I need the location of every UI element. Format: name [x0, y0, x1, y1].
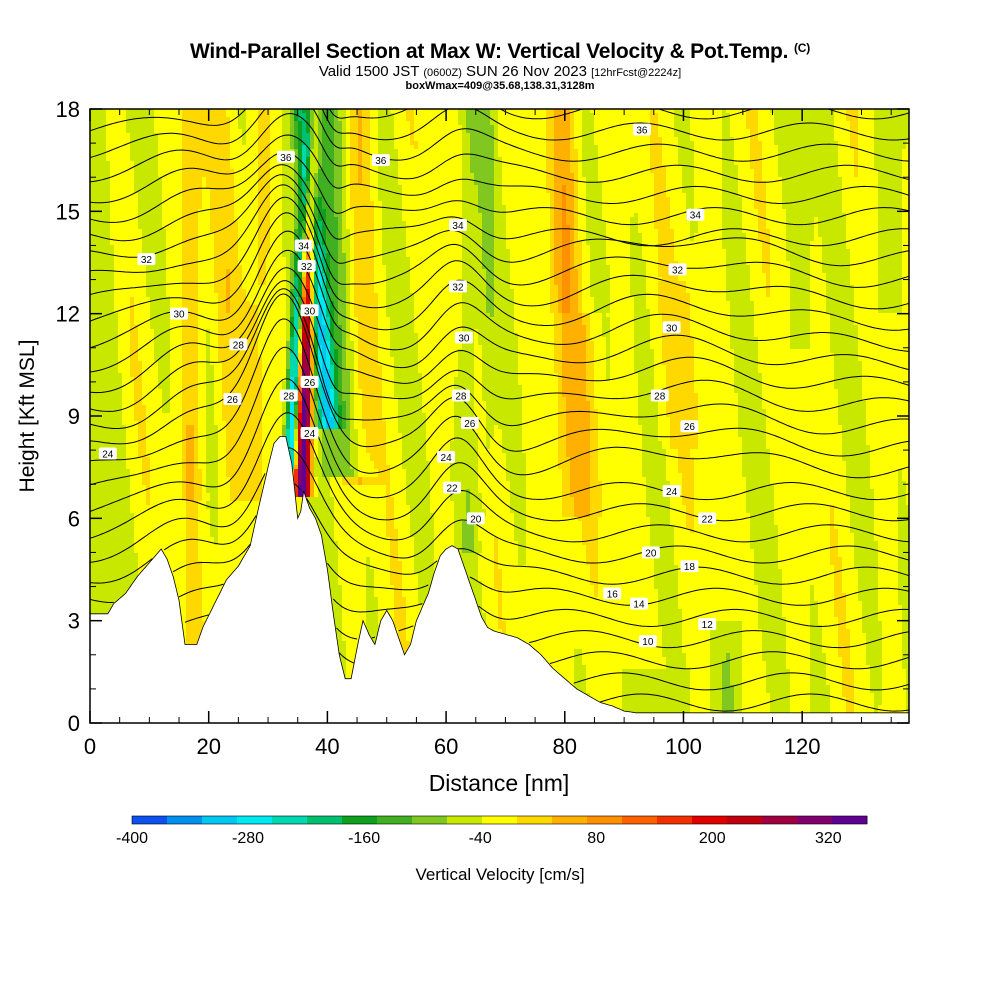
contour-label: 36	[633, 123, 651, 136]
colorbar-swatch	[237, 816, 272, 824]
y-axis-label: Height [Kft MSL]	[16, 340, 39, 493]
contour-label: 10	[639, 635, 657, 648]
contour-label: 30	[663, 321, 681, 334]
colorbar-swatch	[377, 816, 412, 824]
contour-label: 34	[295, 239, 313, 252]
y-tick-label: 15	[56, 199, 80, 224]
x-tick-label: 20	[196, 734, 220, 759]
contour-label: 24	[437, 451, 455, 464]
contour-label: 24	[301, 427, 319, 440]
colorbar-tick-label: 200	[699, 830, 726, 847]
contour-label: 32	[449, 280, 467, 293]
y-tick-label: 18	[56, 97, 80, 122]
colorbar-swatch	[797, 816, 832, 824]
contour-label: 28	[452, 390, 470, 403]
colorbar-tick-label: -40	[469, 830, 492, 847]
colorbar-swatch	[482, 816, 517, 824]
contour-label: 36	[372, 154, 390, 167]
x-tick-label: 60	[434, 734, 458, 759]
colorbar-swatch	[132, 816, 167, 824]
contour-label: 28	[229, 338, 247, 351]
x-tick-label: 80	[553, 734, 577, 759]
contour-label: 16	[603, 587, 621, 600]
y-tick-label: 0	[68, 711, 80, 736]
x-tick-label: 0	[84, 734, 96, 759]
colorbar-swatch	[272, 816, 307, 824]
y-tick-label: 9	[68, 404, 80, 429]
contour-label: 14	[630, 598, 648, 611]
colorbar-swatch	[587, 816, 622, 824]
contour-label: 22	[443, 482, 461, 495]
colorbar-swatch	[657, 816, 692, 824]
colorbar-swatch	[832, 816, 867, 824]
colorbar-swatch	[307, 816, 342, 824]
contour-label: 36	[277, 151, 295, 164]
x-tick-label: 120	[784, 734, 821, 759]
contour-label: 20	[642, 546, 660, 559]
contour-label: 26	[301, 376, 319, 389]
contour-label: 28	[651, 390, 669, 403]
colorbar-swatch	[342, 816, 377, 824]
contour-label: 30	[301, 304, 319, 317]
contour-label: 32	[669, 263, 687, 276]
colorbar-tick-label: 320	[815, 830, 842, 847]
colorbar-tick-label: -280	[232, 830, 264, 847]
colorbar-tick-label: -160	[348, 830, 380, 847]
colorbar-tick-label: 80	[587, 830, 605, 847]
contour-label: 18	[680, 560, 698, 573]
contour-label: 32	[137, 253, 155, 266]
contour-label: 34	[686, 209, 704, 222]
y-tick-label: 3	[68, 609, 80, 634]
contour-label: 26	[461, 417, 479, 430]
contour-label: 20	[467, 512, 485, 525]
contour-label: 22	[698, 512, 716, 525]
contour-label: 32	[298, 260, 316, 273]
x-tick-label: 40	[315, 734, 339, 759]
colorbar-label: Vertical Velocity [cm/s]	[415, 865, 584, 884]
y-tick-label: 12	[56, 302, 80, 327]
colorbar: -400 -280 -160 -40 80 200 320	[116, 816, 867, 847]
contour-label: 26	[680, 420, 698, 433]
colorbar-tick-label: -400	[116, 830, 148, 847]
contour-label: 34	[449, 219, 467, 232]
colorbar-swatch	[762, 816, 797, 824]
colorbar-swatch	[552, 816, 587, 824]
colorbar-swatch	[517, 816, 552, 824]
colorbar-swatch	[202, 816, 237, 824]
colorbar-swatch	[167, 816, 202, 824]
contour-label: 24	[99, 448, 117, 461]
contour-label: 12	[698, 618, 716, 631]
contour-label: 26	[223, 393, 241, 406]
x-axis-label: Distance [nm]	[429, 770, 570, 796]
contour-label: 28	[280, 390, 298, 403]
colorbar-swatch	[727, 816, 762, 824]
colorbar-swatch	[412, 816, 447, 824]
contour-label: 30	[170, 308, 188, 321]
colorbar-swatch	[692, 816, 727, 824]
contour-label: 24	[663, 485, 681, 498]
colorbar-swatch	[447, 816, 482, 824]
contour-label: 30	[455, 332, 473, 345]
x-tick-label: 100	[665, 734, 702, 759]
y-tick-label: 6	[68, 506, 80, 531]
colorbar-swatch	[622, 816, 657, 824]
